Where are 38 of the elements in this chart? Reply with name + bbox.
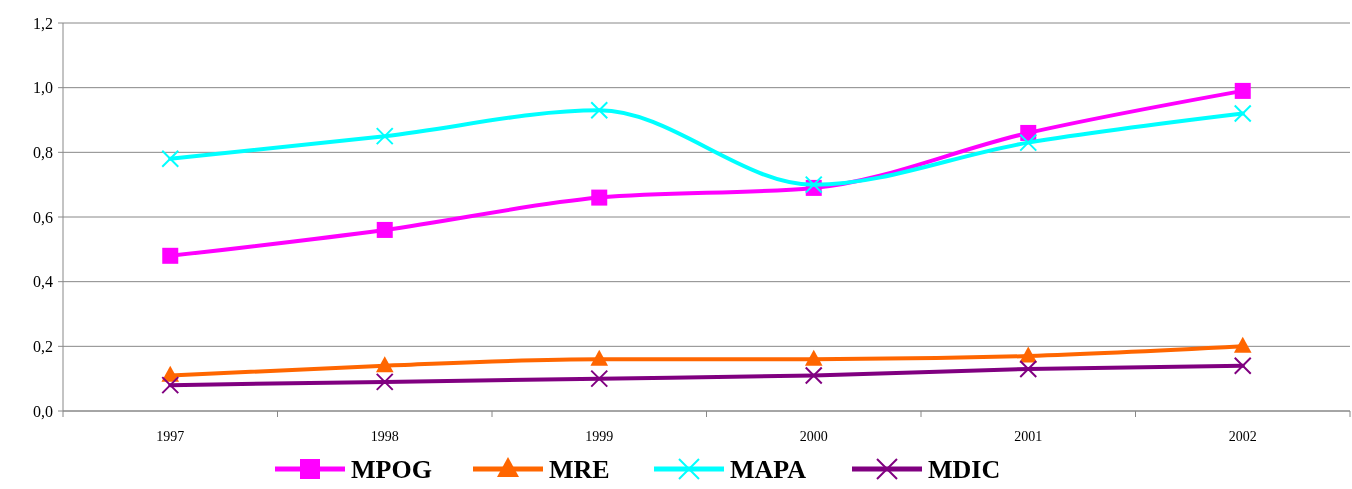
point [1234,82,1251,99]
point [1019,133,1038,152]
point [375,356,394,373]
legend-label: MDIC [928,455,1001,484]
point [590,101,609,120]
x-tick-label: 2002 [1228,429,1257,444]
x-tick-label: 1998 [370,429,399,444]
point [804,175,823,194]
point [162,247,179,264]
point [375,127,394,146]
y-tick-label: 0,4 [33,273,53,291]
x-tick-label: 2001 [1014,429,1043,444]
point [590,369,609,388]
point [376,221,393,238]
point [161,376,180,395]
y-tick-label: 1,0 [33,79,53,97]
y-tick-label: 0,0 [33,402,53,420]
x-tick-label: 1997 [156,429,185,444]
x-tick-label: 2000 [799,429,828,444]
point [1019,359,1038,378]
legend-label: MRE [549,455,610,484]
point [1233,336,1252,353]
point [375,372,394,391]
legend-label: MPOG [351,455,432,484]
legend-label: MAPA [730,455,807,484]
point [804,349,823,366]
point [590,349,609,366]
point [161,149,180,168]
x-tick-label: 1999 [585,429,614,444]
point [1233,356,1252,375]
y-tick-label: 0,6 [33,208,53,226]
y-tick-label: 0,8 [33,143,53,161]
point [804,366,823,385]
y-tick-label: 1,2 [33,14,53,32]
point [1233,104,1252,123]
point [591,189,608,206]
y-tick-label: 0,2 [33,337,53,355]
point [1019,346,1038,363]
